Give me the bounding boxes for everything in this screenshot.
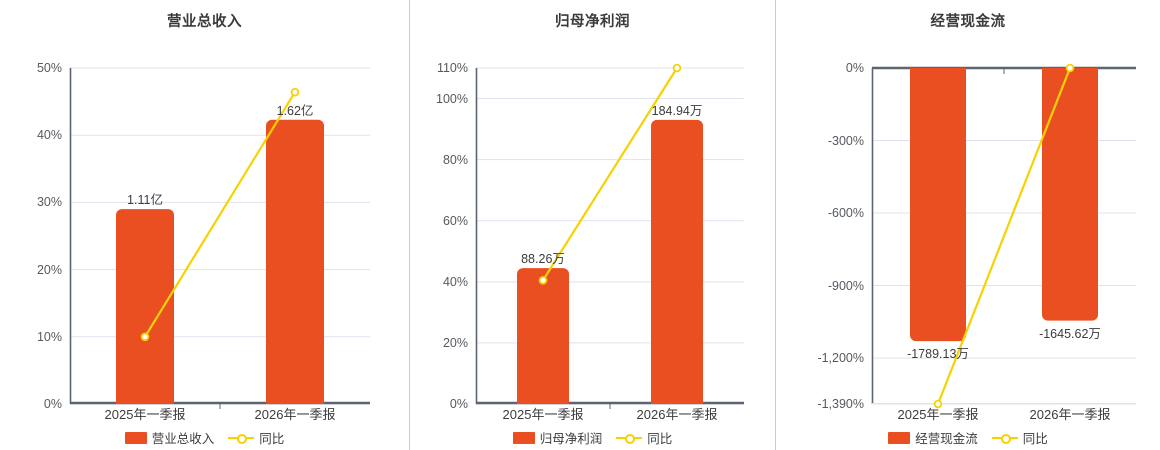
x-axis-category-label: 2025年一季报 <box>897 407 979 422</box>
x-axis-category-label: 2025年一季报 <box>104 407 186 422</box>
chart-title: 营业总收入 <box>167 14 242 30</box>
legend-label: 营业总收入 <box>151 432 215 446</box>
x-axis-category-label: 2026年一季报 <box>254 407 336 422</box>
y-axis-tick-label: 110% <box>436 61 468 75</box>
legend-label: 同比 <box>1022 432 1048 446</box>
bar-swatch-icon <box>124 431 147 444</box>
bar-value-label: 88.26万 <box>521 252 565 267</box>
chart-legend-cashflow: 经营现金流 同比 <box>776 428 1160 447</box>
y-axis-tick-label: 20% <box>442 335 468 350</box>
chart-legend-netprofit: 归母净利润 同比 <box>410 428 775 447</box>
chart-legend-revenue: 营业总收入 同比 <box>0 428 409 447</box>
line-marker <box>290 87 300 97</box>
bar <box>116 209 174 404</box>
y-axis-tick-label: 0% <box>845 61 864 75</box>
legend-label: 同比 <box>647 432 673 446</box>
y-axis-tick-label: 40% <box>36 128 62 143</box>
legend-item-line[interactable]: 同比 <box>616 428 672 447</box>
chart-title: 经营现金流 <box>930 14 1006 30</box>
legend-label: 经营现金流 <box>915 432 978 446</box>
legend-item-line[interactable]: 同比 <box>991 428 1048 447</box>
y-axis-tick-label: 30% <box>36 195 62 210</box>
line-marker <box>1065 63 1075 73</box>
bar-swatch-icon <box>888 431 911 444</box>
y-axis-tick-label: 60% <box>442 213 468 228</box>
line-marker <box>933 399 943 409</box>
bar-value-label: 1.62亿 <box>276 103 314 118</box>
legend-item-bar[interactable]: 经营现金流 <box>888 428 978 447</box>
chart-panel-cashflow: 经营现金流 0% -300% -600% -900% -1,200% -1,390% 202… <box>775 0 1160 450</box>
line-marker-icon <box>616 432 643 444</box>
bar <box>1042 68 1098 321</box>
trend-line <box>936 66 1072 406</box>
bar-value-label: 1.11亿 <box>127 193 163 208</box>
y-axis-tick-label: -1,390% <box>817 397 864 411</box>
bar-value-label: 184.94万 <box>651 103 703 118</box>
x-axis-category-label: 2026年一季报 <box>636 407 718 422</box>
bar-swatch-icon <box>512 431 535 444</box>
bar-value-label: -1789.13万 <box>907 347 969 362</box>
y-axis-tick-label: 10% <box>36 329 62 344</box>
y-axis-tick-label: 0% <box>449 397 468 411</box>
x-axis-category-label: 2026年一季报 <box>1029 407 1111 422</box>
line-marker <box>140 332 150 342</box>
legend-label: 同比 <box>259 432 285 446</box>
bar <box>651 119 703 404</box>
line-marker-icon <box>228 432 255 444</box>
y-axis-tick-label: 100% <box>436 91 468 106</box>
trend-line <box>541 66 679 282</box>
y-axis-tick-label: -1,200% <box>817 351 864 366</box>
y-axis-tick-label: -300% <box>827 133 864 148</box>
y-axis-tick-label: 50% <box>36 61 62 75</box>
plot-area-cashflow <box>871 63 1136 409</box>
bar <box>910 68 966 342</box>
legend-item-bar[interactable]: 归母净利润 <box>512 428 603 447</box>
plot-area-netprofit <box>475 63 744 409</box>
line-marker <box>538 275 548 285</box>
legend-label: 归母净利润 <box>539 432 603 446</box>
plot-area-revenue <box>69 67 370 409</box>
legend-item-bar[interactable]: 营业总收入 <box>124 428 215 447</box>
y-axis-tick-label: 80% <box>442 152 468 167</box>
bar <box>266 119 324 404</box>
y-axis-tick-label: -900% <box>827 278 864 293</box>
bar-value-label: -1645.62万 <box>1039 326 1101 341</box>
legend-item-line[interactable]: 同比 <box>228 428 284 447</box>
chart-panel-revenue: 营业总收入 0% 10% 20% 30% 40% 50% 2025年一季报 2026年一季报 1… <box>0 0 409 450</box>
chart-panel-netprofit: 归母净利润 0% 20% 40% 60% 80% 100% 110% 2025年一季报 2026… <box>409 0 775 450</box>
line-marker <box>672 63 682 73</box>
y-axis-tick-label: -600% <box>827 206 864 221</box>
x-axis-category-label: 2025年一季报 <box>502 407 584 422</box>
line-marker-icon <box>991 432 1018 444</box>
y-axis-tick-label: 0% <box>43 397 62 411</box>
y-axis-tick-label: 40% <box>442 274 468 289</box>
chart-title: 归母净利润 <box>555 14 630 30</box>
trend-line <box>143 91 297 338</box>
y-axis-tick-label: 20% <box>36 262 62 277</box>
bar <box>517 268 569 404</box>
